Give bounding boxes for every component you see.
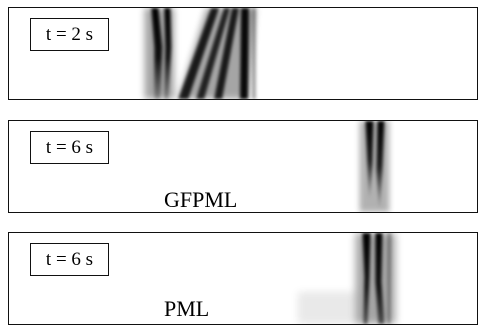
- method-label: PML: [164, 296, 210, 321]
- snapshot-panel-t2: t = 2 s: [8, 7, 478, 100]
- time-label: t = 6 s: [30, 131, 109, 164]
- wavefield-image: [297, 233, 396, 324]
- snapshot-panel-pml: t = 6 s PML: [8, 232, 478, 325]
- snapshot-panel-gfpml: t = 6 s GFPML: [8, 120, 478, 213]
- time-label: t = 2 s: [30, 18, 109, 51]
- time-label: t = 6 s: [30, 243, 109, 276]
- wavefield-image: [144, 8, 256, 99]
- wavefield-image: [359, 121, 390, 212]
- method-label: GFPML: [164, 187, 238, 212]
